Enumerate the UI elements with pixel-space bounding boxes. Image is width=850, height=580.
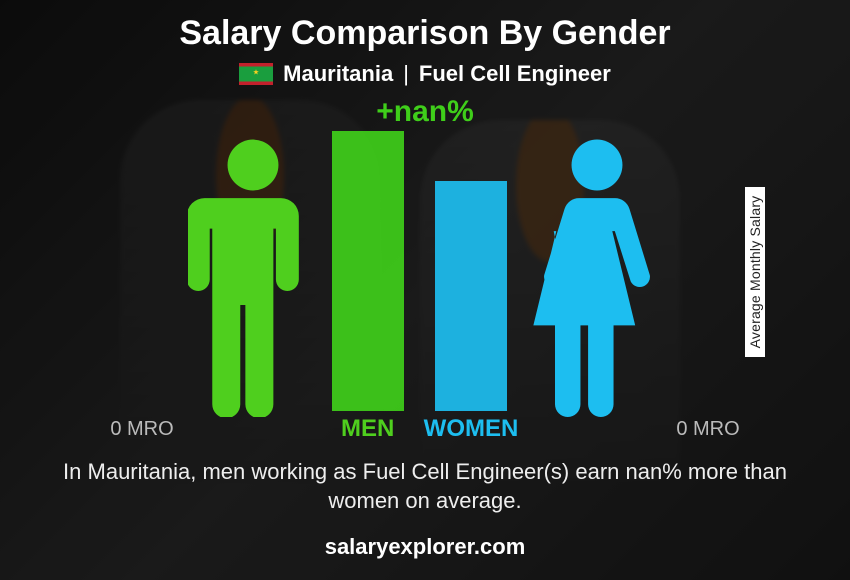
chart-area: +nan% 0 MRO MEN bbox=[0, 97, 850, 447]
women-bar-col: WOMEN bbox=[424, 181, 519, 447]
men-bar-col: MEN bbox=[332, 131, 404, 447]
subtitle-country: Mauritania bbox=[283, 61, 393, 87]
subtitle-sep: | bbox=[403, 61, 409, 87]
women-label: WOMEN bbox=[424, 415, 519, 443]
summary-text: In Mauritania, men working as Fuel Cell … bbox=[0, 447, 850, 516]
women-value-col: 0 MRO bbox=[676, 134, 739, 447]
footer-source: salaryexplorer.com bbox=[325, 516, 526, 580]
men-label: MEN bbox=[341, 415, 394, 443]
content-root: Salary Comparison By Gender Mauritania |… bbox=[0, 0, 850, 580]
men-value: 0 MRO bbox=[110, 418, 173, 441]
women-icon-col bbox=[532, 137, 662, 447]
men-icon-col bbox=[188, 137, 318, 447]
flag-icon bbox=[239, 63, 273, 85]
y-axis-label: Average Monthly Salary bbox=[745, 187, 765, 357]
men-value-col: 0 MRO bbox=[110, 134, 173, 447]
subtitle-row: Mauritania | Fuel Cell Engineer bbox=[239, 61, 611, 87]
percent-diff-label: +nan% bbox=[376, 95, 474, 129]
men-bar bbox=[332, 131, 404, 411]
women-bar bbox=[435, 181, 507, 411]
subtitle-job: Fuel Cell Engineer bbox=[419, 61, 611, 87]
women-value: 0 MRO bbox=[676, 418, 739, 441]
women-group: WOMEN 0 MRO bbox=[424, 134, 740, 447]
men-group: 0 MRO MEN bbox=[110, 131, 403, 447]
man-icon bbox=[188, 137, 318, 417]
page-title: Salary Comparison By Gender bbox=[179, 14, 670, 53]
woman-icon bbox=[532, 137, 662, 417]
